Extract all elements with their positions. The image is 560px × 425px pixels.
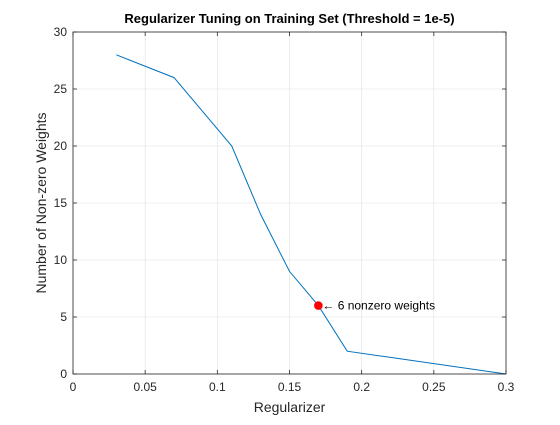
chart-title: Regularizer Tuning on Training Set (Thre… <box>124 11 454 26</box>
y-tick-label: 0 <box>60 367 67 381</box>
x-tick-label: 0.15 <box>278 380 302 394</box>
x-tick-label: 0 <box>70 380 77 394</box>
x-tick-label: 0.2 <box>353 380 370 394</box>
x-tick-label: 0.25 <box>422 380 446 394</box>
x-tick-label: 0.05 <box>133 380 157 394</box>
highlight-layer: ← 6 nonzero weights <box>315 299 436 313</box>
y-tick-label: 15 <box>54 196 68 210</box>
highlight-marker <box>315 302 323 310</box>
y-tick-label: 30 <box>54 25 68 39</box>
x-tick-label: 0.3 <box>498 380 515 394</box>
y-axis-title: Number of Non-zero Weights <box>33 112 49 293</box>
y-tick-label: 5 <box>60 310 67 324</box>
annotation-label: ← 6 nonzero weights <box>322 299 435 313</box>
y-tick-label: 20 <box>54 139 68 153</box>
y-tick-label: 10 <box>54 253 68 267</box>
x-axis-title: Regularizer <box>254 399 326 415</box>
y-tick-label: 25 <box>54 82 68 96</box>
x-tick-label: 0.1 <box>209 380 226 394</box>
